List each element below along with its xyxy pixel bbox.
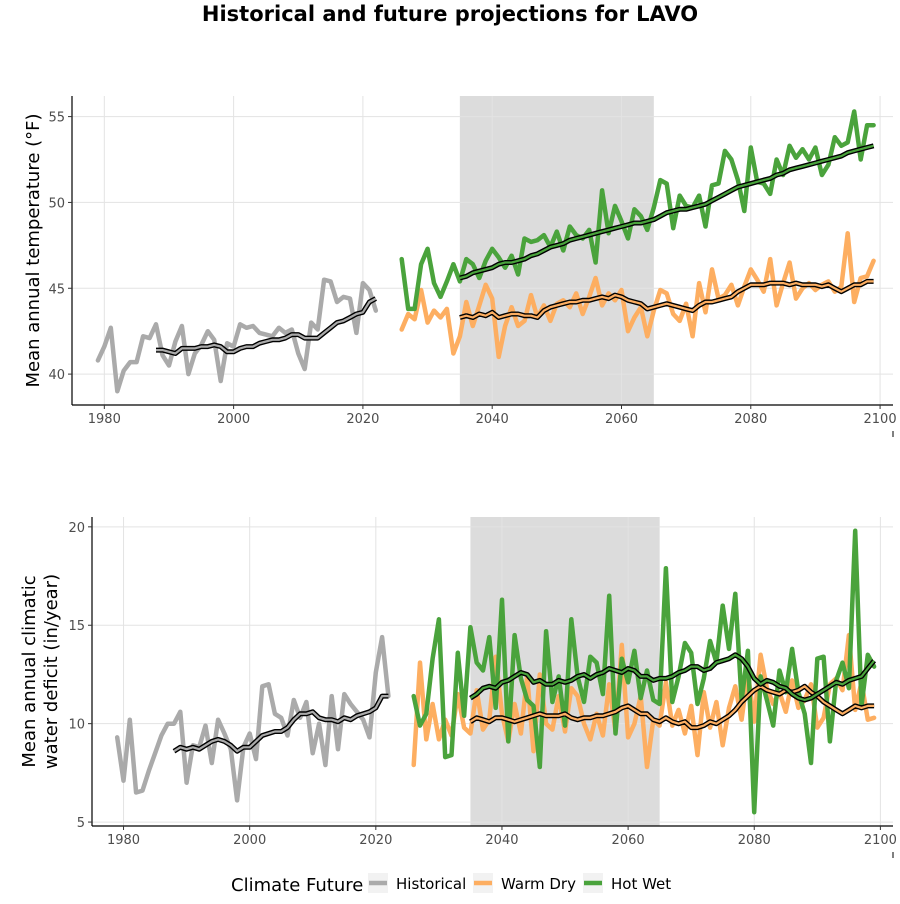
series-line-hot-wet	[399, 109, 876, 312]
x-tick-label: 2080	[734, 412, 767, 427]
y-axis-label-line: Mean annual temperature (°F)	[23, 113, 44, 387]
smoothed-line-historical	[173, 694, 389, 753]
x-tick-label: 1980	[107, 833, 140, 848]
y-axis-label: Mean annual climaticwater deficit (in/ye…	[19, 574, 62, 769]
x-tick-label: 2020	[359, 833, 392, 848]
x-tick-label: 2000	[217, 412, 250, 427]
legend-label: Warm Dry	[501, 875, 576, 893]
y-tick-label: 15	[68, 619, 85, 634]
y-tick-label: 45	[48, 282, 65, 297]
x-tick-label: 2040	[476, 412, 509, 427]
chart-panel-2: 1980 2000 2020 2040 2060 2080 2100 5 10 15 20 Mean …	[19, 517, 897, 858]
y-axis-label-line: water deficit (in/year)	[41, 574, 62, 769]
y-tick-label: 20	[68, 521, 85, 536]
y-tick-label: 10	[68, 718, 85, 733]
series-line-hot-wet	[411, 528, 877, 815]
smoothed-outline-historical	[156, 296, 377, 356]
x-tick-label: 2020	[346, 412, 379, 427]
x-tick-label: 2060	[605, 412, 638, 427]
smoothed-line-warm-dry	[469, 685, 875, 729]
smoothed-line-hot-wet	[459, 144, 874, 280]
series-line-warm-dry	[411, 632, 877, 770]
x-tick-label: 2080	[738, 833, 771, 848]
x-tick-label: 2100	[864, 833, 897, 848]
series-line-historical	[95, 277, 379, 394]
x-tick-label: 2040	[485, 833, 518, 848]
y-tick-label: 55	[48, 111, 65, 126]
series-line-warm-dry	[399, 231, 876, 360]
figure-title: Historical and future projections for LA…	[201, 2, 699, 26]
chart-panel-1: 1980 2000 2020 2040 2060 2080 2100 40 45 50 55 Mean…	[23, 96, 897, 437]
smoothed-line-warm-dry	[459, 280, 874, 319]
legend: Climate Future Historical Warm Dry Hot Wet	[231, 873, 671, 896]
legend-label: Hot Wet	[611, 875, 671, 893]
legend-label: Historical	[396, 875, 466, 893]
y-axis-label-line: Mean annual climatic	[19, 575, 40, 767]
y-tick-label: 5	[77, 816, 85, 831]
y-tick-label: 40	[48, 368, 65, 383]
x-tick-label: 2000	[233, 833, 266, 848]
y-axis-label: Mean annual temperature (°F)	[23, 113, 44, 387]
x-tick-label: 2100	[864, 412, 897, 427]
y-tick-label: 50	[48, 196, 65, 211]
smoothed-line-hot-wet	[469, 653, 875, 702]
x-tick-label: 1980	[88, 412, 121, 427]
smoothed-line-historical	[156, 297, 377, 355]
legend-title: Climate Future	[231, 875, 363, 896]
x-tick-label: 2060	[612, 833, 645, 848]
